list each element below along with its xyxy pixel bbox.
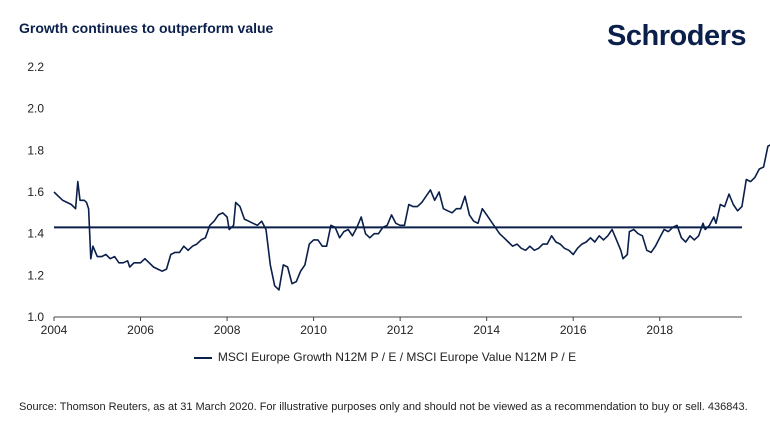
x-tick-label: 2008 <box>214 323 241 337</box>
x-tick-label: 2012 <box>387 323 414 337</box>
y-tick-label: 2.0 <box>27 102 44 116</box>
y-axis: 1.0 1.2 1.4 1.6 1.8 2.0 2.2 <box>27 60 44 324</box>
y-tick-label: 1.6 <box>27 185 44 199</box>
series-line <box>53 144 770 291</box>
y-tick-label: 1.4 <box>27 227 44 241</box>
legend-label: MSCI Europe Growth N12M P / E / MSCI Eur… <box>217 350 577 364</box>
legend-swatch <box>193 356 212 359</box>
x-tick-label: 2018 <box>646 323 673 337</box>
x-axis: 2004 2006 2008 2010 2012 2014 2016 2018 <box>41 316 742 337</box>
y-tick-label: 1.8 <box>27 143 44 157</box>
y-tick-label: 2.2 <box>27 60 44 74</box>
x-tick-label: 2016 <box>560 323 587 337</box>
chart-title: Growth continues to outperform value <box>19 20 274 36</box>
y-tick-label: 1.0 <box>27 310 44 324</box>
y-tick-label: 1.2 <box>27 268 44 282</box>
x-tick-label: 2014 <box>473 323 500 337</box>
x-tick-label: 2004 <box>41 323 68 337</box>
legend: MSCI Europe Growth N12M P / E / MSCI Eur… <box>0 350 770 364</box>
series-group <box>53 144 770 291</box>
x-tick-label: 2006 <box>127 323 154 337</box>
source-note: Source: Thomson Reuters, as at 31 March … <box>19 401 748 413</box>
x-tick-label: 2010 <box>300 323 327 337</box>
brand-logo: Schroders <box>607 20 746 52</box>
